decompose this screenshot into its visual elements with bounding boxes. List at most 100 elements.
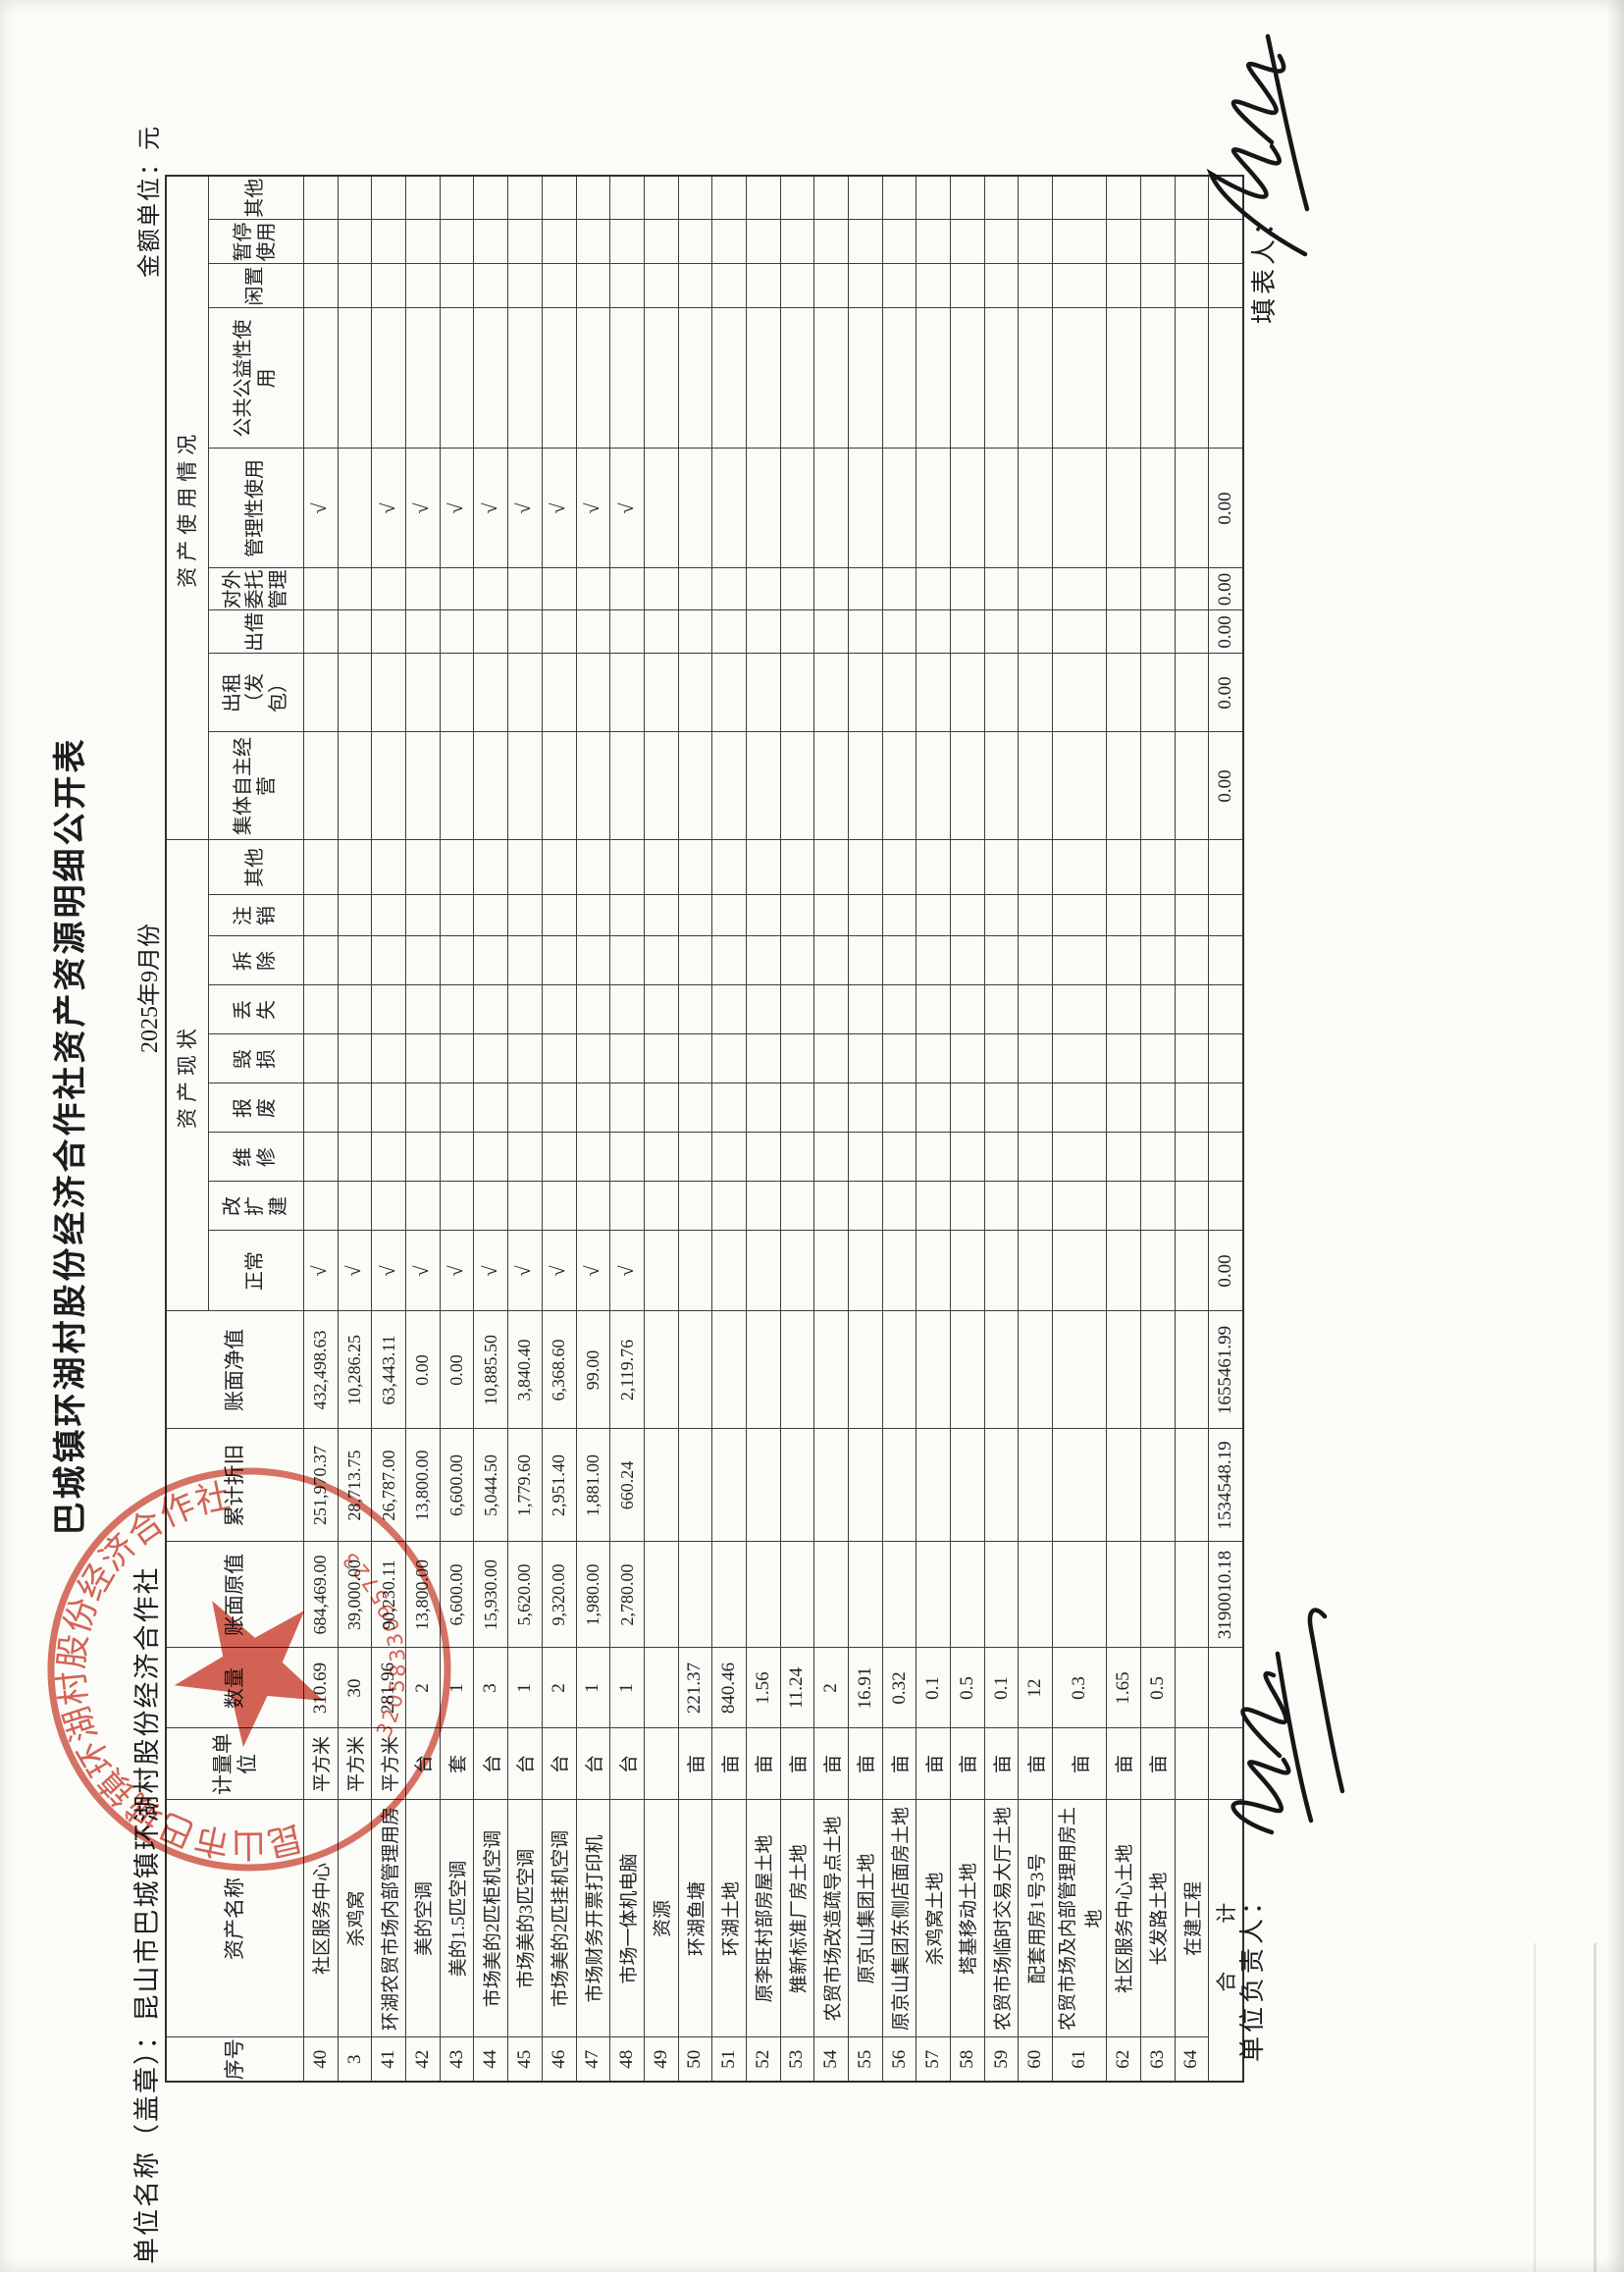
cell	[1175, 609, 1209, 654]
cell: 432,498.63	[303, 1311, 339, 1429]
cell	[813, 307, 849, 449]
table-row: 57 杀鸡窝土地亩 0.1	[916, 175, 951, 2082]
cell: 6,368.60	[542, 1311, 576, 1429]
cell	[1106, 985, 1141, 1034]
table-row: 60 配套用房1号3号亩 12	[1018, 175, 1053, 2082]
cell	[1018, 895, 1053, 936]
cell: 0.5	[950, 1648, 985, 1728]
cell	[440, 1133, 474, 1182]
cell	[507, 263, 543, 308]
table-row: 43 美的1.5匹空调套 1 6,600.00 6,600.00 0.00 √ √	[440, 175, 474, 2082]
cell	[916, 175, 951, 220]
cell	[338, 936, 372, 985]
cell	[507, 609, 543, 654]
cell	[644, 1542, 679, 1648]
cell	[678, 985, 712, 1034]
cell	[711, 1083, 747, 1133]
cell	[473, 567, 508, 610]
cell: √	[576, 448, 610, 568]
cell: 亩	[916, 1728, 951, 1800]
cell	[405, 1182, 441, 1231]
cell	[813, 1083, 849, 1133]
cell	[950, 731, 985, 840]
cell	[1106, 1311, 1141, 1429]
cell: 6,600.00	[440, 1429, 474, 1542]
cell-asset-name: 长发路土地	[1140, 1800, 1175, 2037]
cell	[507, 1034, 543, 1083]
cell	[1052, 1542, 1107, 1648]
cell	[780, 609, 814, 654]
cell	[882, 175, 917, 220]
cell	[609, 1133, 645, 1182]
cell	[848, 1231, 883, 1311]
cell: √	[371, 1231, 406, 1311]
asset-table-body: 40 社区服务中心 平方米 310.69 684,469.00 251,970.37 432…	[303, 175, 1244, 2082]
cell	[678, 895, 712, 936]
col-header-normal: 正常	[208, 1231, 304, 1311]
cell	[950, 985, 985, 1034]
col-header-status-other: 其他	[208, 839, 304, 895]
cell	[1140, 609, 1175, 654]
cell	[916, 1429, 951, 1542]
cell-serial: 60	[1018, 2037, 1053, 2082]
cell: 台	[507, 1728, 543, 1800]
cell	[405, 609, 441, 654]
cell	[473, 1133, 508, 1182]
cell	[984, 263, 1019, 308]
cell	[711, 1133, 747, 1182]
cell	[813, 985, 849, 1034]
cell: √	[440, 1231, 474, 1311]
cell	[338, 609, 372, 654]
cell	[473, 839, 508, 895]
cell	[609, 567, 645, 610]
total-cell	[1208, 263, 1244, 308]
cell	[711, 448, 747, 568]
cell	[405, 307, 441, 449]
cell: 281.96	[371, 1648, 406, 1728]
cell: √	[440, 448, 474, 568]
cell: 2	[405, 1648, 441, 1728]
cell	[473, 609, 508, 654]
col-header-management-use: 管理性使用	[208, 448, 304, 568]
cell	[473, 985, 508, 1034]
cell	[711, 307, 747, 449]
cell	[405, 567, 441, 610]
cell	[746, 567, 781, 610]
cell	[542, 895, 576, 936]
cell	[1018, 839, 1053, 895]
cell: 亩	[813, 1728, 849, 1800]
table-row: 62 社区服务中心土地亩 1.65	[1106, 175, 1141, 2082]
cell	[1018, 307, 1053, 449]
cell	[644, 567, 679, 610]
cell	[780, 1182, 814, 1231]
cell	[609, 609, 645, 654]
cell	[916, 1542, 951, 1648]
cell	[338, 307, 372, 449]
cell: √	[338, 1231, 372, 1311]
cell	[507, 175, 543, 220]
cell	[882, 839, 917, 895]
cell	[507, 985, 543, 1034]
cell: 2,119.76	[609, 1311, 645, 1429]
cell: 9,320.00	[542, 1542, 576, 1648]
cell	[882, 1429, 917, 1542]
cell	[780, 1231, 814, 1311]
cell	[609, 175, 645, 220]
cell	[746, 895, 781, 936]
cell	[405, 219, 441, 264]
cell	[1175, 1083, 1209, 1133]
cell: 平方米	[371, 1728, 406, 1800]
cell	[916, 567, 951, 610]
cell	[1052, 1133, 1107, 1182]
cell: 10,286.25	[338, 1311, 372, 1429]
cell	[576, 839, 610, 895]
cell	[303, 895, 339, 936]
cell	[1106, 1231, 1141, 1311]
cell	[303, 985, 339, 1034]
cell	[576, 936, 610, 985]
cell	[882, 1034, 917, 1083]
cell	[473, 263, 508, 308]
cell	[678, 1083, 712, 1133]
cell	[1140, 1083, 1175, 1133]
cell	[440, 219, 474, 264]
